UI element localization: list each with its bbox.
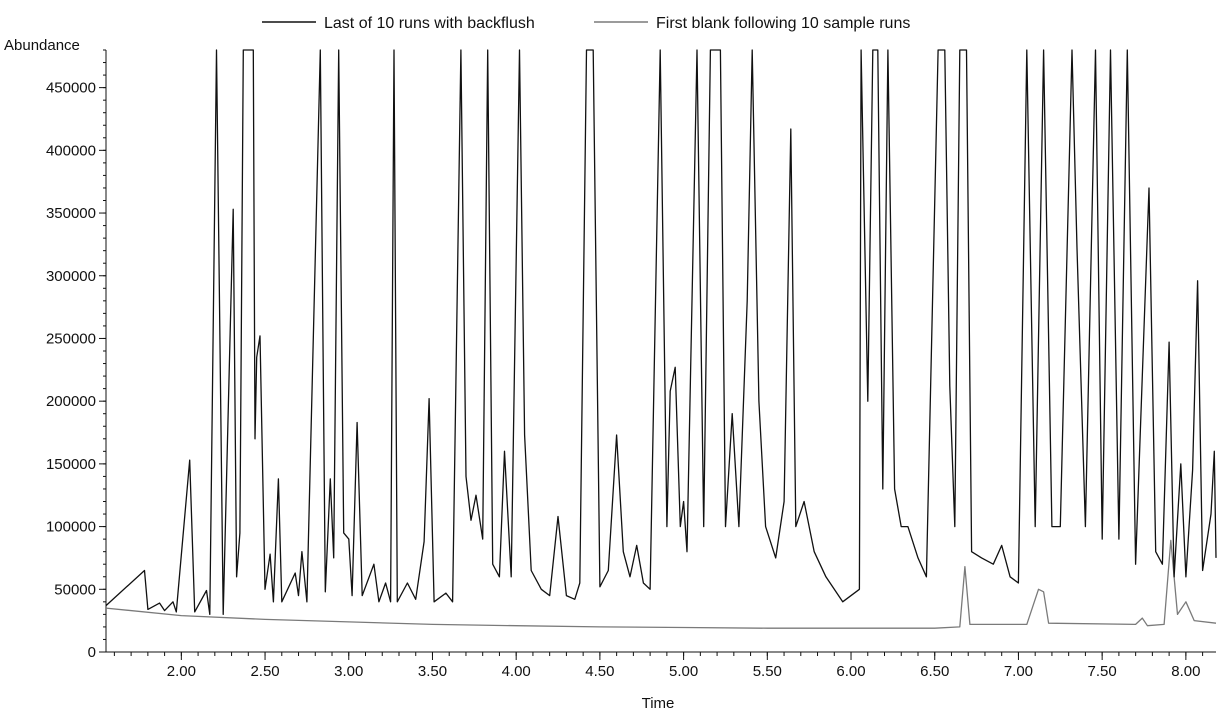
x-tick-label-0: 2.00 [167,663,196,680]
x-tick-label-9: 6.50 [920,663,949,680]
x-tick-label-11: 7.50 [1088,663,1117,680]
plot-area: 0 50000 100000 150000 200000 250000 300000 3500… [46,49,1217,680]
x-tick-label-4: 4.00 [502,663,531,680]
y-tick-label-8: 400000 [46,142,96,159]
y-tick-label-2: 100000 [46,519,96,536]
x-tick-label-7: 5.50 [753,663,782,680]
y-tick-label-6: 300000 [46,268,96,285]
x-tick-label-1: 2.50 [250,663,279,680]
series-line-2 [105,539,1217,629]
y-tick-label-9: 450000 [46,80,96,97]
y-tick-label-1: 50000 [54,581,96,598]
y-tick-label-4: 200000 [46,393,96,410]
y-tick-label-7: 350000 [46,205,96,222]
y-axis-title: Abundance [4,37,80,54]
x-tick-label-5: 4.50 [585,663,614,680]
x-tick-label-2: 3.00 [334,663,363,680]
x-tick-label-10: 7.00 [1004,663,1033,680]
y-tick-label-0: 0 [88,644,96,661]
y-tick-label-3: 150000 [46,456,96,473]
y-tick-label-5: 250000 [46,330,96,347]
series-line-1 [105,49,1217,616]
x-tick-label-6: 5.00 [669,663,698,680]
x-tick-label-8: 6.00 [836,663,865,680]
x-tick-label-12: 8.00 [1171,663,1200,680]
x-tick-label-3: 3.50 [418,663,447,680]
legend: Last of 10 runs with backflush First bla… [262,15,910,32]
x-axis-title: Time [642,695,675,712]
legend-label-series-2: First blank following 10 sample runs [656,15,910,32]
legend-label-series-1: Last of 10 runs with backflush [324,15,535,32]
